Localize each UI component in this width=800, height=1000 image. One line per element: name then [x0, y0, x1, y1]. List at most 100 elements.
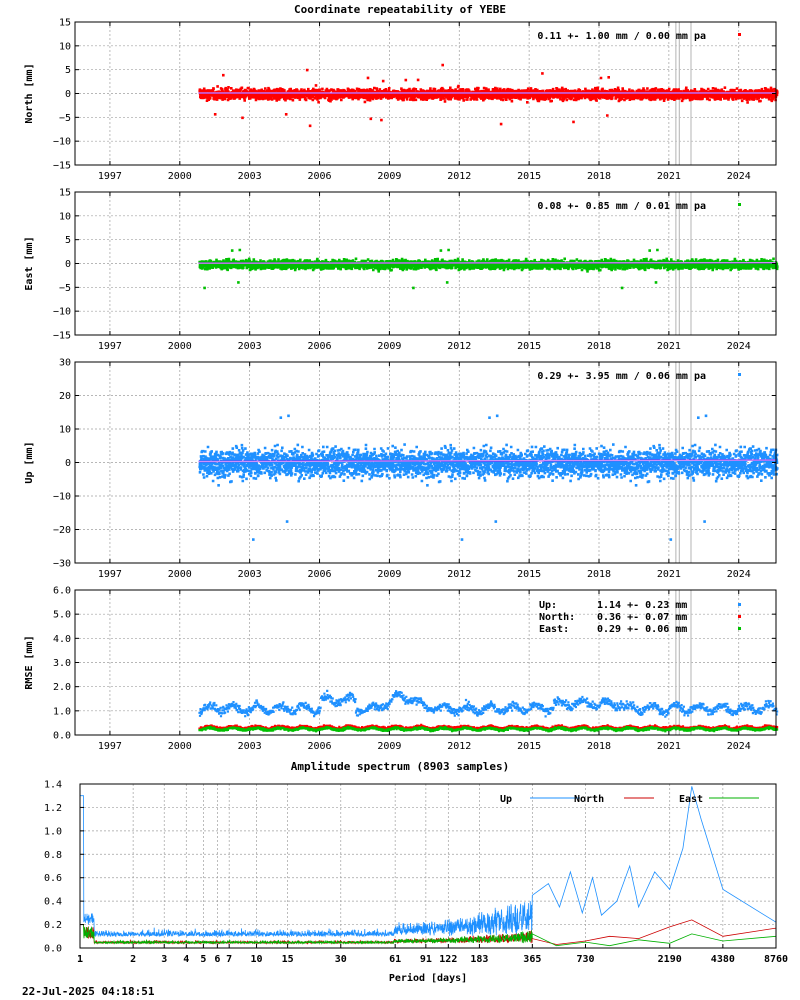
data-points-east: [198, 725, 779, 733]
legend-marker: [738, 373, 741, 376]
tick-label-x: 2015: [517, 741, 541, 752]
tick-label-x: 3: [161, 954, 167, 965]
tick-label-y: −30: [53, 559, 71, 570]
tick-label-y: 10: [59, 211, 71, 222]
tick-label-y: 1.0: [44, 826, 62, 837]
legend-name: East: [679, 794, 703, 805]
tick-label-y: −15: [53, 331, 71, 342]
tick-label-x: 2: [130, 954, 136, 965]
timestamp: 22-Jul-2025 04:18:51: [22, 985, 155, 998]
legend-name: East:: [539, 624, 569, 635]
tick-label-y: 0: [65, 259, 71, 270]
tick-label-x: 2024: [727, 171, 751, 182]
tick-label-x: 2012: [447, 341, 471, 352]
legend-value: 0.36 +- 0.07 mm: [597, 612, 687, 623]
tick-label-x: 4380: [711, 954, 735, 965]
tick-label-x: 2021: [657, 741, 681, 752]
tick-label-x: 2009: [377, 341, 401, 352]
tick-label-y: −5: [59, 283, 71, 294]
tick-label-x: 2018: [587, 171, 611, 182]
panel-east: −15 −10 −5 0 5 10 15 1997 2000 2003 2006 2009 2012 20…: [24, 188, 779, 352]
axis-label-y: RMSE [mm]: [24, 635, 35, 689]
tick-label-x: 365: [523, 954, 541, 965]
tick-label-y: −10: [53, 492, 71, 503]
tick-label-y: 5: [65, 235, 71, 246]
tick-label-x: 2009: [377, 569, 401, 580]
tick-label-x: 2006: [307, 171, 331, 182]
tick-label-x: 2009: [377, 741, 401, 752]
tick-label-x: 8760: [764, 954, 788, 965]
tick-label-y: 0.0: [53, 731, 71, 742]
tick-label-x: 2003: [238, 741, 262, 752]
tick-label-x: 1: [77, 954, 83, 965]
data-points: [198, 63, 779, 128]
tick-label-x: 730: [576, 954, 594, 965]
tick-label-y: 6.0: [53, 586, 71, 597]
tick-label-x: 1997: [98, 569, 122, 580]
tick-label-y: −10: [53, 307, 71, 318]
data-points-up: [198, 689, 779, 718]
tick-label-x: 2015: [517, 341, 541, 352]
tick-label-x: 5: [200, 954, 206, 965]
tick-label-x: 2012: [447, 741, 471, 752]
tick-label-y: 0: [65, 458, 71, 469]
legend-name: Up:: [539, 600, 557, 611]
axis-label-y: Up [mm]: [24, 441, 35, 483]
tick-label-x: 4: [183, 954, 189, 965]
tick-label-x: 15: [282, 954, 294, 965]
tick-label-y: 10: [59, 425, 71, 436]
tick-label-x: 1997: [98, 741, 122, 752]
stats-annotation: 0.11 +- 1.00 mm / 0.00 mm pa: [537, 31, 706, 42]
tick-label-y: 20: [59, 391, 71, 402]
tick-label-x: 2009: [377, 171, 401, 182]
tick-label-y: −20: [53, 525, 71, 536]
legend-marker: [738, 603, 741, 606]
tick-label-x: 2003: [238, 569, 262, 580]
tick-label-y: 30: [59, 358, 71, 369]
axis-label-x: Period [days]: [389, 972, 467, 984]
tick-label-x: 183: [470, 954, 488, 965]
tick-label-x: 2021: [657, 171, 681, 182]
legend-name: North:: [539, 612, 575, 623]
plot-frame: [79, 783, 777, 949]
tick-label-y: 1.0: [53, 706, 71, 717]
tick-label-y: 1.4: [44, 780, 62, 791]
panel-rmse: 0.0 1.0 2.0 3.0 4.0 5.0 6.0 1997 2000 2003 2006 200…: [24, 586, 779, 752]
tick-label-x: 2024: [727, 569, 751, 580]
tick-label-x: 2006: [307, 569, 331, 580]
tick-label-y: 1.2: [44, 803, 62, 814]
tick-label-x: 2003: [238, 171, 262, 182]
tick-label-x: 2018: [587, 741, 611, 752]
tick-label-y: 0.0: [44, 944, 62, 955]
tick-label-y: 15: [59, 188, 71, 199]
tick-label-x: 1997: [98, 341, 122, 352]
trend-line-center: [198, 459, 777, 462]
tick-label-y: 0.8: [44, 850, 62, 861]
tick-label-y: 4.0: [53, 634, 71, 645]
tick-label-x: 7: [226, 954, 232, 965]
tick-label-x: 2000: [168, 341, 192, 352]
tick-label-x: 2006: [307, 341, 331, 352]
tick-label-x: 10: [251, 954, 263, 965]
legend-name: North: [574, 794, 604, 805]
tick-label-x: 61: [389, 954, 401, 965]
tick-label-y: −15: [53, 161, 71, 172]
axis-label-y: North [mm]: [24, 63, 35, 123]
tick-label-x: 2012: [447, 171, 471, 182]
tick-label-x: 2003: [238, 341, 262, 352]
page-title: Coordinate repeatability of YEBE: [294, 3, 506, 16]
tick-label-y: 0.4: [44, 897, 62, 908]
spectrum-title: Amplitude spectrum (8903 samples): [290, 760, 510, 773]
tick-label-x: 91: [420, 954, 432, 965]
tick-label-x: 2024: [727, 741, 751, 752]
tick-label-y: −5: [59, 113, 71, 124]
tick-label-y: 2.0: [53, 682, 71, 693]
data-points: [198, 248, 779, 290]
tick-label-y: 15: [59, 18, 71, 29]
stats-annotation: 0.29 +- 3.95 mm / 0.06 mm pa: [537, 371, 706, 382]
legend-value: 1.14 +- 0.23 mm: [597, 600, 687, 611]
tick-label-x: 30: [335, 954, 347, 965]
tick-label-x: 2015: [517, 569, 541, 580]
legend-marker: [738, 33, 741, 36]
tick-label-x: 2021: [657, 341, 681, 352]
